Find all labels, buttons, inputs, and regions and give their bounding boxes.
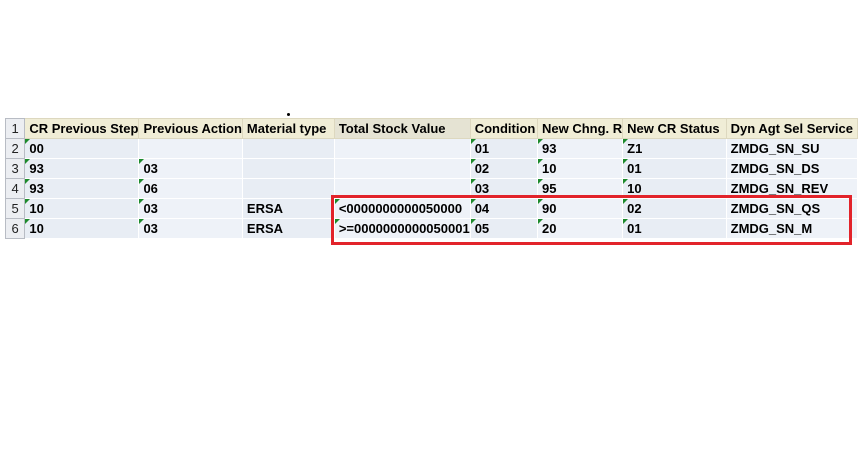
cell[interactable]: 93 bbox=[24, 158, 140, 179]
stray-dot bbox=[287, 113, 290, 116]
row-number[interactable]: 4 bbox=[4, 178, 26, 199]
cell[interactable]: 03 bbox=[138, 218, 243, 239]
cell[interactable]: ZMDG_SN_SU bbox=[725, 138, 858, 159]
cell[interactable]: 95 bbox=[536, 178, 624, 199]
cell[interactable]: 01 bbox=[622, 218, 727, 239]
cell[interactable]: ZMDG_SN_QS bbox=[725, 198, 858, 219]
cell[interactable]: 05 bbox=[469, 218, 538, 239]
row-number[interactable]: 3 bbox=[4, 158, 26, 179]
cell[interactable]: >=0000000000050001 bbox=[333, 218, 471, 239]
table-row: 6 10 03 ERSA >=0000000000050001 05 20 01… bbox=[4, 218, 858, 239]
header-cell-previous-action[interactable]: Previous Action bbox=[138, 118, 243, 139]
cell[interactable] bbox=[138, 138, 243, 159]
header-cell-new-cr-status[interactable]: New CR Status bbox=[622, 118, 727, 139]
table-row: 2 00 01 93 Z1 ZMDG_SN_SU bbox=[4, 138, 858, 159]
cell[interactable]: 10 bbox=[622, 178, 727, 199]
cell[interactable] bbox=[241, 178, 335, 199]
cell[interactable]: 93 bbox=[24, 178, 140, 199]
table-row: 4 93 06 03 95 10 ZMDG_SN_REV bbox=[4, 178, 858, 199]
cell[interactable]: 00 bbox=[24, 138, 140, 159]
cell[interactable]: ZMDG_SN_DS bbox=[725, 158, 858, 179]
row-number[interactable]: 2 bbox=[4, 138, 26, 159]
cell[interactable]: 04 bbox=[469, 198, 538, 219]
header-cell-new-chng-r[interactable]: New Chng. R bbox=[536, 118, 624, 139]
header-cell-condition[interactable]: Condition bbox=[469, 118, 538, 139]
cell[interactable]: 10 bbox=[24, 218, 140, 239]
row-number[interactable]: 1 bbox=[4, 118, 26, 139]
cell[interactable]: 06 bbox=[138, 178, 243, 199]
cell[interactable]: 20 bbox=[536, 218, 624, 239]
cell[interactable]: 03 bbox=[469, 178, 538, 199]
cell[interactable] bbox=[333, 158, 471, 179]
cell[interactable]: 10 bbox=[536, 158, 624, 179]
header-cell-cr-previous-step[interactable]: CR Previous Step bbox=[24, 118, 140, 139]
cell[interactable] bbox=[333, 178, 471, 199]
header-cell-total-stock-value[interactable]: Total Stock Value bbox=[333, 118, 471, 139]
cell[interactable]: ZMDG_SN_M bbox=[725, 218, 858, 239]
row-number[interactable]: 6 bbox=[4, 218, 26, 239]
table-row: 3 93 03 02 10 01 ZMDG_SN_DS bbox=[4, 158, 858, 179]
cell[interactable]: 90 bbox=[536, 198, 624, 219]
cell[interactable] bbox=[241, 138, 335, 159]
cell[interactable]: 93 bbox=[536, 138, 624, 159]
header-cell-material-type[interactable]: Material type bbox=[241, 118, 335, 139]
cell[interactable] bbox=[241, 158, 335, 179]
cell[interactable] bbox=[333, 138, 471, 159]
cell[interactable]: 02 bbox=[622, 198, 727, 219]
cell[interactable]: 10 bbox=[24, 198, 140, 219]
cell[interactable]: ERSA bbox=[241, 218, 335, 239]
header-cell-dyn-agt-sel-service[interactable]: Dyn Agt Sel Service bbox=[725, 118, 858, 139]
cell[interactable]: ZMDG_SN_REV bbox=[725, 178, 858, 199]
cell[interactable]: 01 bbox=[622, 158, 727, 179]
cell[interactable]: ERSA bbox=[241, 198, 335, 219]
cell[interactable]: <0000000000050000 bbox=[333, 198, 471, 219]
cell[interactable]: 03 bbox=[138, 198, 243, 219]
table-row: 5 10 03 ERSA <0000000000050000 04 90 02 … bbox=[4, 198, 858, 219]
spreadsheet-grid: 1 CR Previous Step Previous Action Mater… bbox=[4, 118, 858, 239]
cell[interactable]: 02 bbox=[469, 158, 538, 179]
header-row: 1 CR Previous Step Previous Action Mater… bbox=[4, 118, 858, 139]
cell[interactable]: 01 bbox=[469, 138, 538, 159]
cell[interactable]: Z1 bbox=[622, 138, 727, 159]
row-number[interactable]: 5 bbox=[4, 198, 26, 219]
cell[interactable]: 03 bbox=[138, 158, 243, 179]
